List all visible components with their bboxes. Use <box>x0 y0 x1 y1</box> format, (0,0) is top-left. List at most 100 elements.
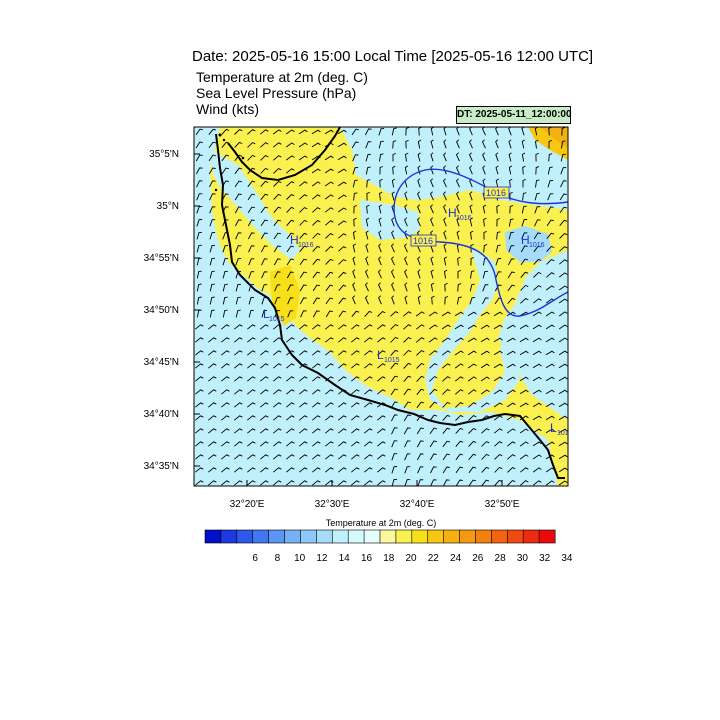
wind-barb <box>379 178 383 188</box>
wind-barb <box>545 389 555 395</box>
wind-barb <box>312 258 321 265</box>
wind-barb <box>495 152 499 162</box>
wind-barb <box>532 363 542 369</box>
lat-label: 34°40'N <box>144 409 179 420</box>
wind-barb <box>338 454 347 460</box>
wind-barb <box>443 230 447 240</box>
wind-barb <box>442 453 450 461</box>
colorbar-tick-label: 26 <box>472 553 484 564</box>
wind-barb <box>338 233 347 239</box>
wind-barb <box>496 218 501 227</box>
wind-barb <box>260 337 269 343</box>
wind-barb <box>352 282 356 292</box>
wind-barb <box>391 127 397 136</box>
isobar-label: 1016 <box>486 188 506 198</box>
center-value: 1016 <box>298 242 314 249</box>
wind-barb <box>533 245 542 253</box>
wind-barb <box>545 324 555 330</box>
wind-barb <box>455 402 464 408</box>
wind-barb <box>443 217 447 227</box>
wind-barb <box>273 441 282 447</box>
colorbar-swatch <box>284 529 301 544</box>
wind-barb <box>247 129 256 135</box>
wind-barb <box>221 428 230 434</box>
wind-barb <box>508 258 515 266</box>
wind-barb <box>390 349 399 356</box>
wind-barb <box>378 256 382 266</box>
wind-barb <box>325 284 334 292</box>
wind-barb <box>456 296 462 305</box>
wind-barb <box>312 480 321 486</box>
wind-barb <box>519 441 529 447</box>
wind-barb <box>286 441 295 447</box>
wind-barb <box>196 257 202 266</box>
wind-barb <box>325 297 334 305</box>
wind-barb <box>312 232 321 239</box>
wind-barb <box>195 363 204 369</box>
warm-region <box>210 127 568 486</box>
wind-barb <box>404 440 411 448</box>
colorbar-swatch <box>347 529 365 544</box>
wind-barb <box>546 219 554 227</box>
wind-barb <box>299 415 308 421</box>
wind-barb <box>430 466 437 474</box>
wind-barb <box>234 350 243 356</box>
wind-barb <box>404 204 408 214</box>
wind-barb <box>545 350 555 356</box>
wind-barb <box>364 363 373 369</box>
wind-barb <box>404 165 409 175</box>
wind-barb <box>403 414 411 422</box>
wind-barb <box>558 389 568 395</box>
wind-barb <box>442 376 451 382</box>
wind-barb <box>506 389 516 395</box>
wind-barb <box>248 296 255 305</box>
wind-barb <box>521 232 528 240</box>
wind-barb <box>535 166 540 175</box>
wind-barb <box>559 259 568 265</box>
wind-barb <box>495 271 502 279</box>
wind-barb <box>546 206 554 214</box>
wind-barb <box>325 271 334 278</box>
wind-barb <box>351 337 360 343</box>
wind-barb <box>286 245 295 253</box>
colorbar-swatch <box>204 529 222 544</box>
wind-barb <box>195 337 204 343</box>
wind-barb <box>546 232 555 239</box>
wind-barb <box>483 244 488 253</box>
wind-barb <box>195 350 204 356</box>
wind-barb <box>405 127 410 136</box>
wind-barb <box>444 296 449 305</box>
wind-barb <box>299 441 308 447</box>
wind-barb <box>273 206 282 213</box>
wind-barb <box>312 402 321 408</box>
wind-barb <box>405 152 409 162</box>
wind-barb <box>545 337 555 343</box>
wind-barb <box>260 350 269 356</box>
wind-barb <box>208 350 217 356</box>
wind-barb <box>417 269 421 279</box>
wind-barb <box>545 311 555 317</box>
wind-barb <box>312 389 321 395</box>
wind-barb <box>391 282 395 292</box>
wind-barb <box>338 415 347 421</box>
wind-barb <box>222 257 229 266</box>
wind-barb <box>545 402 555 408</box>
wind-barb <box>325 324 334 330</box>
wind-barb <box>325 245 334 252</box>
wind-barb <box>506 311 516 317</box>
wind-barb <box>558 376 568 382</box>
wind-barb <box>390 388 398 396</box>
wind-barb <box>482 152 486 162</box>
wind-barb <box>234 402 243 408</box>
cool-pocket-4 <box>505 226 552 262</box>
wind-barb <box>379 166 384 175</box>
wind-barb <box>403 401 411 409</box>
wind-barb <box>209 232 216 240</box>
colorbar-swatch <box>395 529 413 544</box>
wind-barb <box>454 337 464 343</box>
wind-barb <box>351 141 359 149</box>
wind-barb <box>442 401 451 408</box>
colorbar-swatch <box>268 529 286 544</box>
wind-barb <box>260 480 269 486</box>
wind-barb <box>467 350 477 356</box>
